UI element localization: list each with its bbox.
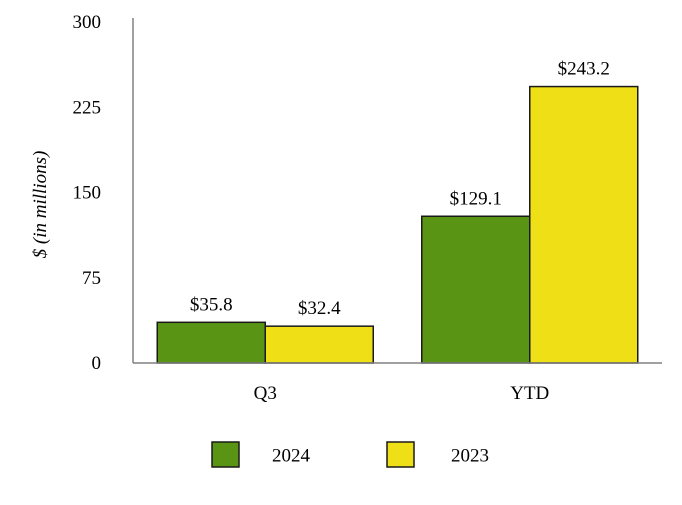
legend-swatch-2024 bbox=[211, 441, 240, 468]
bar-2024-ytd bbox=[421, 215, 531, 364]
y-tick-label: 0 bbox=[92, 353, 102, 374]
bar-2023-ytd bbox=[529, 85, 639, 364]
bar-marks bbox=[156, 85, 639, 364]
data-label: $243.2 bbox=[558, 59, 610, 80]
data-labels: $35.8 $32.4 $129.1 $243.2 bbox=[190, 59, 610, 320]
y-axis-title: $ (in millions) bbox=[30, 151, 51, 259]
y-tick-label: 75 bbox=[82, 268, 101, 289]
y-tick-label: 300 bbox=[73, 12, 102, 33]
x-axis-category-labels: Q3 YTD bbox=[254, 383, 550, 404]
legend-swatch-2023 bbox=[386, 441, 415, 468]
y-axis-tick-labels: 0 75 150 225 300 bbox=[73, 12, 102, 374]
data-label: $35.8 bbox=[190, 294, 233, 315]
bar-2023-q3 bbox=[264, 325, 374, 364]
y-tick-label: 225 bbox=[73, 97, 102, 118]
y-tick-label: 150 bbox=[73, 183, 102, 204]
data-label: $32.4 bbox=[298, 298, 341, 319]
bar-2024-q3 bbox=[156, 321, 266, 364]
category-label: Q3 bbox=[254, 383, 277, 404]
legend: 2024 2023 bbox=[211, 441, 489, 468]
legend-label-2023: 2023 bbox=[451, 446, 489, 467]
data-label: $129.1 bbox=[450, 188, 502, 209]
legend-label-2024: 2024 bbox=[272, 446, 311, 467]
category-label: YTD bbox=[510, 383, 549, 404]
